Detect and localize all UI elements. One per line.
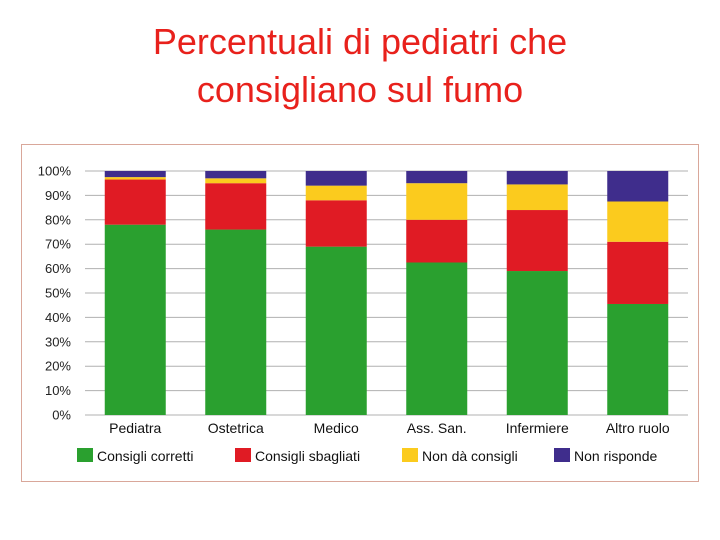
bar-segment xyxy=(205,229,267,415)
y-tick-label: 80% xyxy=(45,212,71,227)
grid-layer xyxy=(85,170,688,416)
x-category-label: Ostetrica xyxy=(208,420,264,436)
bar-segment xyxy=(607,171,669,202)
bar-segment xyxy=(104,179,166,225)
bar-segment xyxy=(104,177,166,180)
stacked-bar-chart: 0% 10% 20% 30% 40% 50% 60% 70% 80% 90% 100% Pediat… xyxy=(38,164,688,464)
chart-title: Percentuali di pediatri che consigliano … xyxy=(0,18,720,114)
bar-segment xyxy=(406,262,468,415)
x-category-label: Infermiere xyxy=(506,420,569,436)
y-tick-label: 0% xyxy=(52,408,71,423)
bar-segment xyxy=(506,184,568,211)
legend-swatch xyxy=(77,448,93,462)
y-tick-label: 40% xyxy=(45,310,71,325)
y-tick-label: 10% xyxy=(45,383,71,398)
bar-segment xyxy=(406,219,468,263)
bar-segment xyxy=(104,171,166,178)
legend: Consigli corretti Consigli sbagliati Non d… xyxy=(77,448,657,464)
legend-swatch xyxy=(554,448,570,462)
bar-segment xyxy=(406,171,468,184)
bar-segment xyxy=(305,171,367,186)
bar-segment xyxy=(506,210,568,272)
y-tick-label: 90% xyxy=(45,188,71,203)
bar-segment xyxy=(305,185,367,201)
y-tick-label: 20% xyxy=(45,359,71,374)
x-category-label: Altro ruolo xyxy=(606,420,670,436)
bar-segment xyxy=(607,241,669,304)
bar-segment xyxy=(506,271,568,415)
bar-segment xyxy=(104,224,166,415)
legend-swatch xyxy=(402,448,418,462)
bar-layer xyxy=(104,171,669,415)
bar-segment xyxy=(607,201,669,242)
bar-segment xyxy=(205,183,267,230)
y-tick-label: 30% xyxy=(45,334,71,349)
legend-label: Non risponde xyxy=(574,448,657,464)
bar-segment xyxy=(305,200,367,247)
legend-label: Non dà consigli xyxy=(422,448,518,464)
bar-segment xyxy=(406,183,468,220)
legend-label: Consigli corretti xyxy=(97,448,193,464)
chart-title-line-1: Percentuali di pediatri che xyxy=(152,21,568,62)
x-category-label: Ass. San. xyxy=(407,420,467,436)
chart-frame: 0% 10% 20% 30% 40% 50% 60% 70% 80% 90% 100% Pediat… xyxy=(21,144,699,482)
y-tick-label: 70% xyxy=(45,237,71,252)
chart-title-line-2: consigliano sul fumo xyxy=(196,69,524,110)
bar-segment xyxy=(305,246,367,415)
y-tick-label: 60% xyxy=(45,261,71,276)
y-tick-label: 50% xyxy=(45,286,71,301)
legend-swatch xyxy=(235,448,251,462)
bar-segment xyxy=(205,178,267,184)
x-category-label: Pediatra xyxy=(109,420,161,436)
y-tick-label: 100% xyxy=(38,164,72,179)
bar-segment xyxy=(506,171,568,185)
legend-label: Consigli sbagliati xyxy=(255,448,360,464)
bar-segment xyxy=(205,171,267,179)
x-axis-categories: Pediatra Ostetrica Medico Ass. San. Infermie… xyxy=(109,420,670,436)
y-axis-ticks: 0% 10% 20% 30% 40% 50% 60% 70% 80% 90% 100% xyxy=(38,164,72,423)
bar-segment xyxy=(607,303,669,415)
x-category-label: Medico xyxy=(314,420,359,436)
